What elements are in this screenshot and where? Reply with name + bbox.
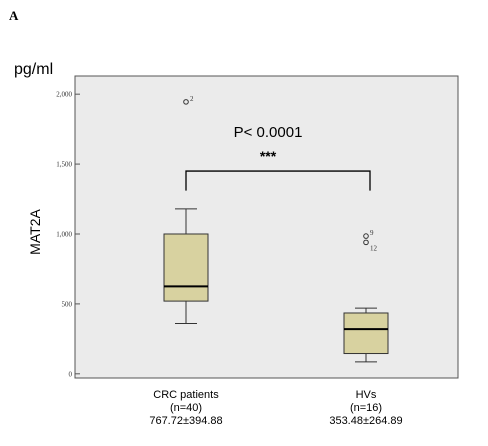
box-group: 9 12 <box>343 229 389 363</box>
category-label-line: HVs <box>356 389 377 401</box>
y-tick-label: 1,500 <box>56 161 72 169</box>
category-label-line: CRC patients <box>153 389 219 401</box>
box-group: 2 <box>163 95 209 324</box>
y-tick-label: 500 <box>62 300 73 308</box>
category-label-line: 767.72±394.88 <box>149 415 222 427</box>
y-tick-label: 2,000 <box>56 91 72 99</box>
category-label-line: (n=40) <box>170 402 202 414</box>
significance-stars: *** <box>260 148 277 164</box>
panel-label: A <box>9 8 19 23</box>
box <box>343 312 389 355</box>
outlier-point <box>363 239 369 246</box>
unit-label: pg/ml <box>14 61 53 78</box>
outlier-label: 9 <box>370 229 374 237</box>
plot-area <box>74 75 459 379</box>
category-label-line: 353.48±264.89 <box>329 415 402 427</box>
y-axis: 0 500 1,000 1,500 2,000 <box>56 91 80 378</box>
outlier-point <box>183 99 189 105</box>
category-label-line: (n=16) <box>350 402 382 414</box>
y-tick-label: 0 <box>69 370 73 378</box>
outlier-label: 2 <box>190 95 194 103</box>
x-axis-categories: CRC patients(n=40)767.72±394.88 HVs(n=16)… <box>149 389 402 427</box>
box <box>163 233 209 302</box>
significance-annotation: P< 0.0001 *** <box>185 124 371 191</box>
boxes: 2 9 12 <box>163 95 389 363</box>
p-value-label: P< 0.0001 <box>234 124 303 141</box>
y-tick-label: 1,000 <box>56 230 72 238</box>
y-axis-label: MAT2A <box>27 209 43 255</box>
significance-bracket <box>185 170 371 191</box>
outlier-label: 12 <box>370 244 378 252</box>
outlier-point <box>363 233 369 239</box>
